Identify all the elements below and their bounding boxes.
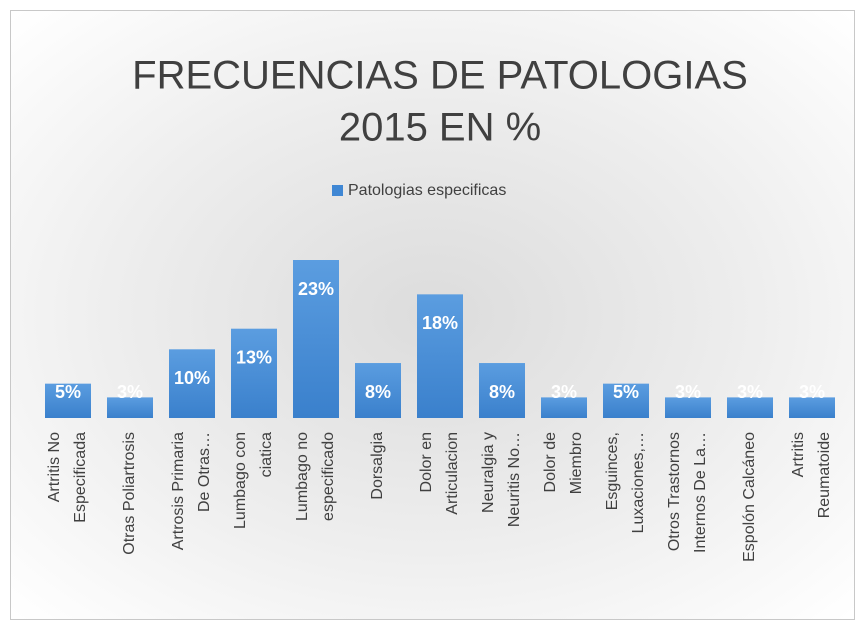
x-tick-label: Artrosis Primaria — [170, 432, 187, 550]
x-tick-label: Artritis — [790, 432, 807, 477]
x-tick-label: Artritis No — [46, 432, 63, 502]
data-label: 3% — [675, 382, 701, 402]
x-tick-label: Dolor en — [418, 432, 435, 492]
x-tick-label: De Otras… — [196, 432, 213, 512]
data-label: 8% — [365, 382, 391, 402]
x-tick-label: Dorsalgia — [369, 432, 386, 500]
data-label: 8% — [489, 382, 515, 402]
bar — [45, 383, 91, 418]
x-tick-label: Lumbago con — [232, 432, 249, 529]
x-tick-label: Articulacion — [444, 432, 461, 515]
bar — [107, 397, 153, 418]
data-label: 10% — [174, 368, 210, 388]
chart-title: FRECUENCIAS DE PATOLOGIAS — [132, 54, 748, 98]
chart-title: 2015 EN % — [339, 106, 541, 150]
data-label: 3% — [551, 382, 577, 402]
x-tick-label: Esguinces, — [604, 432, 621, 510]
legend-swatch — [332, 185, 343, 196]
x-tick-label: Dolor de — [542, 432, 559, 493]
x-tick-label: especificado — [320, 432, 337, 521]
x-tick-label: Reumatoide — [816, 432, 833, 518]
x-tick-label: Neuralgia y — [480, 432, 497, 513]
x-tick-label: Internos De La… — [692, 432, 709, 553]
data-label: 3% — [737, 382, 763, 402]
bar — [727, 397, 773, 418]
bar — [417, 294, 463, 418]
data-label: 3% — [117, 382, 143, 402]
bar — [231, 328, 277, 418]
x-tick-label: ciatica — [258, 432, 275, 477]
x-tick-label: Espolón Calcáneo — [741, 432, 758, 562]
bar — [293, 260, 339, 418]
data-label: 5% — [613, 382, 639, 402]
data-label: 3% — [799, 382, 825, 402]
bar — [355, 363, 401, 418]
x-tick-label: Especificada — [72, 432, 89, 523]
x-tick-label: Otras Poliartrosis — [121, 432, 138, 555]
bar — [541, 397, 587, 418]
bar — [169, 349, 215, 418]
x-tick-label: Miembro — [568, 432, 585, 494]
x-tick-label: Lumbago no — [294, 432, 311, 521]
x-tick-label: Otros Trastornos — [666, 432, 683, 551]
x-tick-label: Luxaciones,… — [630, 432, 647, 533]
data-label: 5% — [55, 382, 81, 402]
legend-label: Patologias especificas — [348, 182, 506, 199]
bar — [789, 397, 835, 418]
bar — [665, 397, 711, 418]
bar — [603, 383, 649, 418]
bar — [479, 363, 525, 418]
data-label: 23% — [298, 279, 334, 299]
data-label: 13% — [236, 347, 272, 367]
x-tick-label: Neuritis No… — [506, 432, 523, 527]
data-label: 18% — [422, 313, 458, 333]
